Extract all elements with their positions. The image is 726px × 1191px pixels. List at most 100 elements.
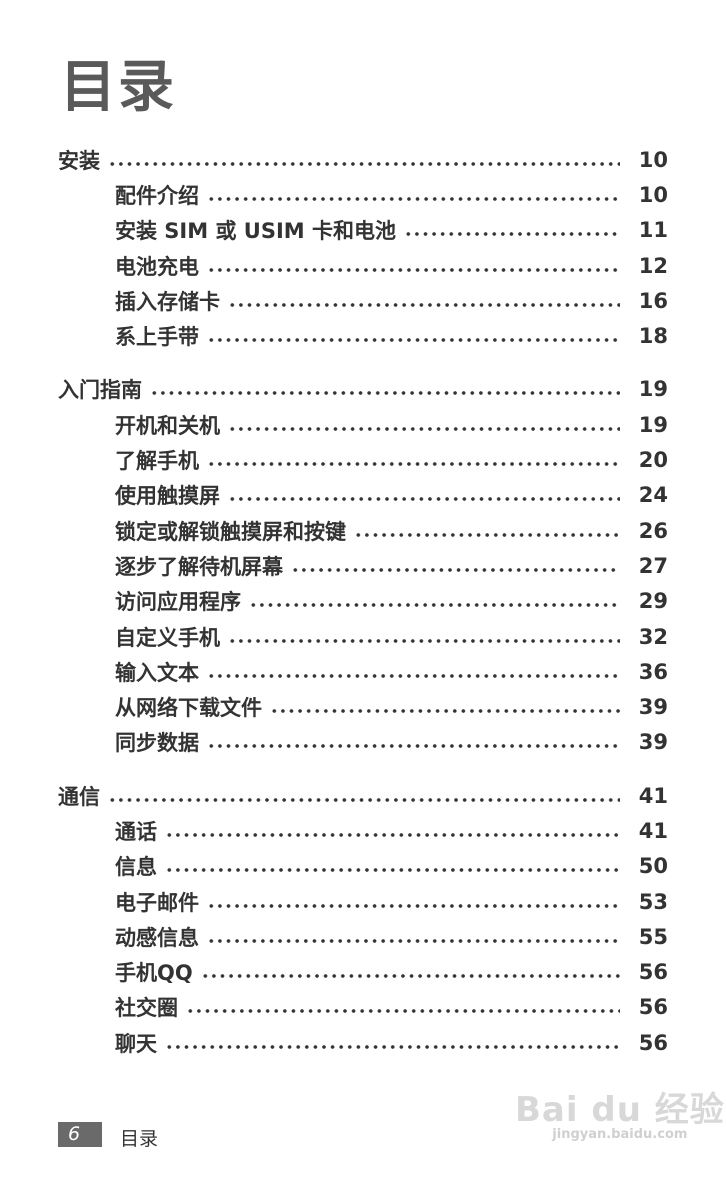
toc-entry[interactable]: 输入文本 36 — [58, 654, 668, 689]
toc-entry-label: 通话 — [115, 819, 157, 844]
toc-entry[interactable]: 逐步了解待机屏幕 27 — [58, 548, 668, 583]
toc-entry[interactable]: 系上手带 18 — [58, 318, 668, 353]
dot-leader — [207, 672, 620, 679]
dot-leader — [354, 531, 620, 538]
toc-entry-label: 从网络下载文件 — [115, 696, 262, 721]
toc-entry[interactable]: 电池充电 12 — [58, 248, 668, 283]
dot-leader — [403, 231, 620, 238]
toc-entry-label: 聊天 — [115, 1031, 157, 1056]
dot-leader — [200, 973, 620, 980]
toc-entry-page: 41 — [638, 818, 668, 843]
dot-leader — [108, 796, 620, 803]
toc-entry-page: 10 — [638, 147, 668, 172]
toc-entry-label: 安装 — [58, 148, 100, 173]
toc-entry-page: 26 — [638, 518, 668, 543]
toc-entry-page: 50 — [638, 854, 668, 879]
toc-entry-page: 10 — [638, 182, 668, 207]
toc-entry-label: 系上手带 — [115, 325, 199, 350]
toc-entry[interactable]: 安装 SIM 或 USIM 卡和电池 11 — [58, 213, 668, 248]
toc-entry-page: 56 — [638, 995, 668, 1020]
toc-entry-label: 了解手机 — [115, 449, 199, 474]
baidu-watermark-logo: Bai du 经验 jingyan.baidu.com — [515, 1082, 725, 1142]
toc-entry-page: 36 — [638, 659, 668, 684]
toc-entry[interactable]: 动感信息 55 — [58, 919, 668, 954]
toc-entry-page: 32 — [638, 624, 668, 649]
toc-entry-label: 手机QQ — [115, 961, 193, 986]
toc-entry-page: 19 — [638, 412, 668, 437]
toc-entry-page: 19 — [638, 377, 668, 402]
toc-entry-label: 输入文本 — [115, 660, 199, 685]
toc-entry-label: 开机和关机 — [115, 413, 220, 438]
toc-entry-label: 锁定或解锁触摸屏和按键 — [115, 519, 346, 544]
toc-entry-page: 11 — [638, 218, 668, 243]
toc-entry-page: 29 — [638, 589, 668, 614]
toc-entry-label: 逐步了解待机屏幕 — [115, 554, 283, 579]
toc-section[interactable]: 入门指南 19 — [58, 372, 668, 407]
table-of-contents: 安装 10 配件介绍 10 安装 SIM 或 USIM 卡和电池 11 电池充电 12 插入存储… — [58, 142, 668, 1078]
dot-leader — [165, 831, 620, 838]
toc-entry[interactable]: 了解手机 20 — [58, 442, 668, 477]
toc-entry-page: 20 — [638, 448, 668, 473]
toc-entry-label: 动感信息 — [115, 925, 199, 950]
toc-group: 通信 41 通话 41 信息 50 电子邮件 53 动感信息 55 手机QQ 56 社交圈 56 聊天 56 — [58, 778, 668, 1060]
toc-entry-page: 53 — [638, 889, 668, 914]
dot-leader — [228, 496, 620, 503]
toc-entry-label: 配件介绍 — [115, 183, 199, 208]
dot-leader — [207, 266, 620, 273]
dot-leader — [207, 337, 620, 344]
toc-entry[interactable]: 同步数据 39 — [58, 725, 668, 760]
dot-leader — [207, 937, 620, 944]
dot-leader — [165, 867, 620, 874]
dot-leader — [228, 425, 620, 432]
toc-entry[interactable]: 手机QQ 56 — [58, 955, 668, 990]
toc-section[interactable]: 安装 10 — [58, 142, 668, 177]
toc-entry-label: 同步数据 — [115, 731, 199, 756]
toc-entry-label: 电子邮件 — [115, 890, 199, 915]
watermark-url: jingyan.baidu.com — [552, 1127, 688, 1142]
toc-entry[interactable]: 电子邮件 53 — [58, 884, 668, 919]
dot-leader — [291, 566, 620, 573]
dot-leader — [207, 902, 620, 909]
dot-leader — [249, 602, 620, 609]
toc-entry-label: 入门指南 — [58, 378, 142, 403]
toc-entry-page: 56 — [638, 1030, 668, 1055]
toc-entry[interactable]: 配件介绍 10 — [58, 177, 668, 212]
dot-leader — [228, 637, 620, 644]
toc-entry[interactable]: 信息 50 — [58, 849, 668, 884]
toc-entry[interactable]: 聊天 56 — [58, 1025, 668, 1060]
toc-entry-page: 55 — [638, 924, 668, 949]
watermark-brand: Bai du 经验 — [515, 1090, 725, 1130]
toc-entry[interactable]: 社交圈 56 — [58, 990, 668, 1025]
toc-entry-page: 18 — [638, 324, 668, 349]
footer-page-number: 6 — [58, 1122, 102, 1147]
toc-entry-label: 电池充电 — [115, 254, 199, 279]
footer-label: 目录 — [120, 1128, 159, 1150]
dot-leader — [207, 743, 620, 750]
toc-entry-page: 39 — [638, 730, 668, 755]
toc-entry[interactable]: 访问应用程序 29 — [58, 584, 668, 619]
toc-entry[interactable]: 使用触摸屏 24 — [58, 478, 668, 513]
dot-leader — [207, 461, 620, 468]
toc-entry-page: 39 — [638, 695, 668, 720]
toc-group: 安装 10 配件介绍 10 安装 SIM 或 USIM 卡和电池 11 电池充电 12 插入存储… — [58, 142, 668, 354]
dot-leader — [150, 390, 620, 397]
toc-entry[interactable]: 锁定或解锁触摸屏和按键 26 — [58, 513, 668, 548]
toc-entry[interactable]: 通话 41 — [58, 813, 668, 848]
dot-leader — [186, 1008, 620, 1015]
toc-entry-page: 12 — [638, 253, 668, 278]
dot-leader — [207, 195, 620, 202]
toc-entry-page: 56 — [638, 960, 668, 985]
dot-leader — [165, 1043, 620, 1050]
toc-entry-label: 插入存储卡 — [115, 289, 220, 314]
toc-entry-page: 41 — [638, 783, 668, 808]
toc-entry[interactable]: 开机和关机 19 — [58, 407, 668, 442]
toc-entry[interactable]: 插入存储卡 16 — [58, 283, 668, 318]
dot-leader — [270, 708, 620, 715]
toc-entry[interactable]: 自定义手机 32 — [58, 619, 668, 654]
toc-entry-label: 自定义手机 — [115, 625, 220, 650]
dot-leader — [228, 301, 620, 308]
toc-section[interactable]: 通信 41 — [58, 778, 668, 813]
toc-entry-page: 27 — [638, 553, 668, 578]
toc-entry[interactable]: 从网络下载文件 39 — [58, 689, 668, 724]
toc-entry-label: 安装 SIM 或 USIM 卡和电池 — [115, 219, 396, 244]
